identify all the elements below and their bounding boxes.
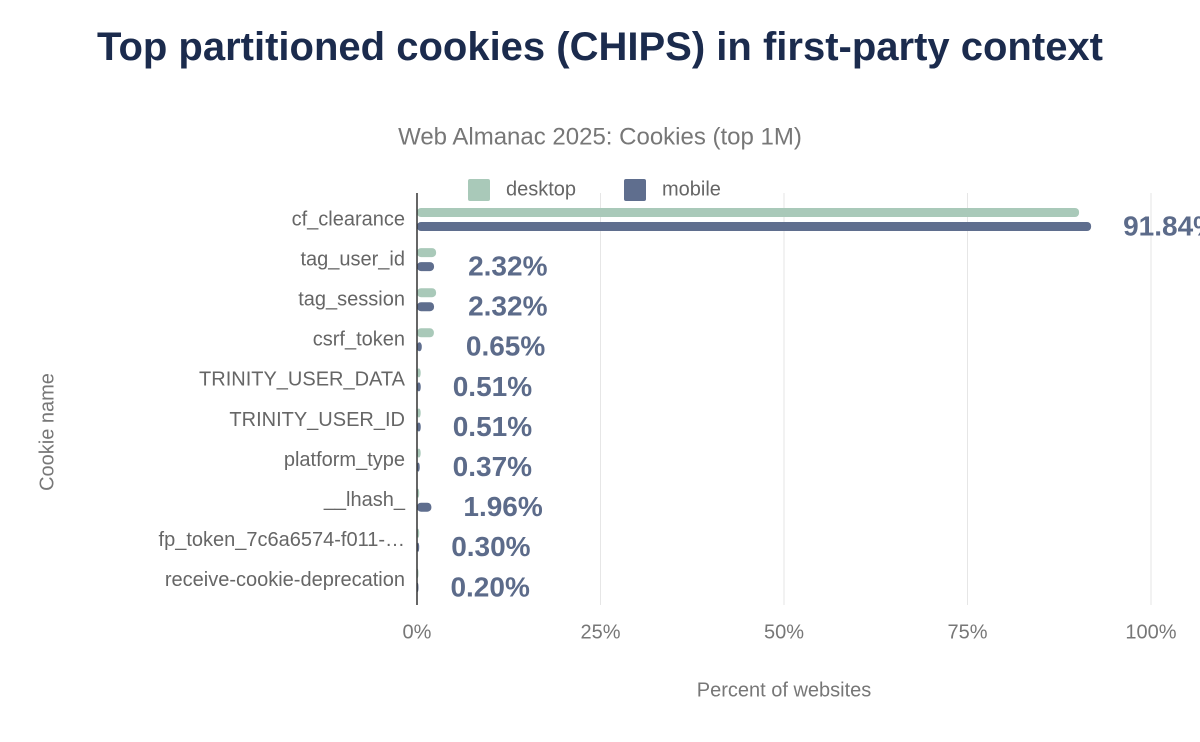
x-tick-label: 25%	[580, 621, 620, 643]
legend-swatch	[468, 179, 490, 201]
bar	[417, 408, 421, 418]
value-label: 0.20%	[450, 571, 529, 602]
value-label: 0.65%	[466, 331, 545, 362]
chart-subtitle: Web Almanac 2025: Cookies (top 1M)	[398, 123, 802, 150]
y-tick-label: csrf_token	[313, 329, 405, 351]
legend-label: mobile	[662, 178, 721, 200]
y-tick-label: tag_session	[298, 288, 405, 310]
x-tick-label: 0%	[403, 621, 432, 643]
y-tick-label: receive-cookie-deprecation	[165, 569, 405, 591]
bar	[417, 448, 421, 458]
y-tick-label: TRINITY_USER_DATA	[199, 369, 406, 391]
y-axis-title: Cookie name	[36, 373, 58, 491]
legend-label: desktop	[506, 178, 576, 200]
value-label: 91.84%	[1123, 210, 1200, 241]
bar	[417, 222, 1092, 231]
bar	[417, 368, 421, 378]
bar	[417, 208, 1080, 217]
y-tick-label: fp_token_7c6a6574-f011-…	[159, 529, 405, 551]
bar	[417, 342, 422, 352]
bar	[417, 248, 437, 258]
legend-swatch	[624, 179, 646, 201]
x-tick-label: 50%	[764, 621, 804, 643]
bar	[417, 288, 437, 298]
y-tick-label: cf_clearance	[292, 208, 405, 230]
y-tick-label: tag_user_id	[300, 248, 405, 270]
y-tick-label: __lhash_	[323, 489, 406, 511]
value-label: 2.32%	[468, 291, 547, 322]
value-label: 0.51%	[453, 411, 532, 442]
bar	[417, 328, 434, 338]
bar	[417, 262, 435, 272]
value-label: 2.32%	[468, 250, 547, 281]
chart-title: Top partitioned cookies (CHIPS) in first…	[96, 25, 1103, 69]
bar	[417, 382, 421, 392]
bar	[417, 502, 432, 512]
y-tick-label: TRINITY_USER_ID	[229, 409, 405, 431]
y-tick-label: platform_type	[284, 449, 405, 471]
bar	[417, 302, 435, 312]
x-axis-title: Percent of websites	[697, 679, 872, 701]
bar	[417, 422, 421, 432]
x-tick-label: 100%	[1125, 621, 1176, 643]
value-label: 0.37%	[453, 451, 532, 482]
x-tick-label: 75%	[947, 621, 987, 643]
value-label: 0.51%	[453, 371, 532, 402]
value-label: 0.30%	[451, 531, 530, 562]
value-label: 1.96%	[463, 491, 542, 522]
